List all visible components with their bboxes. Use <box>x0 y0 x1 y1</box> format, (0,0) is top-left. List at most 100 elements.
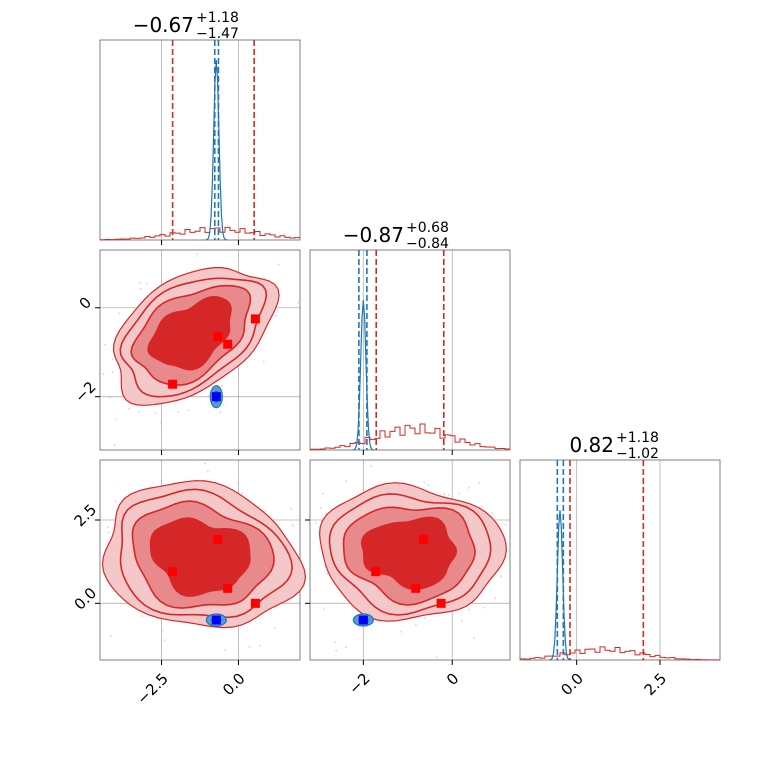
sample-point <box>161 629 164 632</box>
title-lower-error: −1.02 <box>616 446 659 462</box>
title-value: −0.87 <box>343 223 404 247</box>
sample-point <box>460 619 463 622</box>
secondary-histogram-p2 <box>549 509 571 661</box>
sample-point <box>297 301 299 304</box>
title-upper-error: +1.18 <box>196 10 239 26</box>
truth-marker <box>168 379 178 389</box>
sample-point <box>335 649 338 652</box>
x-tick-label: 2.5 <box>641 670 671 700</box>
sample-point <box>141 615 144 617</box>
sample-point <box>473 636 476 639</box>
contour-level-4 <box>147 296 232 371</box>
contour-level-4 <box>360 516 458 591</box>
sample-point <box>326 572 329 575</box>
sample-point <box>482 606 485 609</box>
sample-point <box>315 522 317 524</box>
truth-marker <box>223 583 233 593</box>
x-tick-label: −2.5 <box>133 670 171 708</box>
sample-point <box>435 656 438 658</box>
sample-point <box>458 492 461 495</box>
sample-point <box>491 512 494 514</box>
sample-point <box>206 470 209 473</box>
sample-point <box>293 525 295 528</box>
secondary-marker <box>211 392 221 402</box>
sample-point <box>291 523 293 526</box>
sample-point <box>137 411 140 414</box>
sample-point <box>370 465 372 467</box>
sample-point <box>427 484 429 486</box>
truth-marker <box>250 314 260 324</box>
sample-point <box>139 281 142 284</box>
sample-point <box>248 645 251 648</box>
truth-marker <box>418 534 428 544</box>
sample-point <box>102 373 105 375</box>
truth-marker <box>371 567 381 577</box>
sample-point <box>187 409 190 411</box>
sample-point <box>273 627 276 629</box>
x-tick-label: 0 <box>443 670 462 689</box>
sample-point <box>345 646 347 649</box>
secondary-histogram-p1 <box>352 299 375 451</box>
title-lower-error: −0.84 <box>406 236 449 252</box>
sample-point <box>111 358 114 361</box>
title-value: 0.82 <box>569 433 614 457</box>
sample-point <box>220 385 223 387</box>
sample-point <box>447 493 450 496</box>
sample-point <box>505 524 507 526</box>
diagonal-panel-p1: −0.87 +0.68−0.84 <box>309 220 511 451</box>
sample-point <box>500 575 503 578</box>
sample-point <box>196 253 199 255</box>
panel-p1_p2-frame <box>309 459 511 661</box>
sample-point <box>319 507 322 510</box>
sample-point <box>160 421 162 424</box>
primary-histogram-p2 <box>520 646 720 661</box>
sample-point <box>480 505 483 508</box>
truth-marker <box>213 332 223 342</box>
sample-point <box>139 287 142 290</box>
sample-point <box>104 343 107 346</box>
sample-point <box>259 644 261 647</box>
sample-point <box>290 508 293 510</box>
sample-point <box>125 602 128 605</box>
sample-point <box>276 309 279 312</box>
y-tick-label: 0 <box>76 293 95 312</box>
sample-point <box>154 411 157 414</box>
sample-point <box>334 641 337 643</box>
sample-point <box>277 263 280 266</box>
title-upper-error: +0.68 <box>406 220 449 236</box>
truth-marker <box>250 598 260 608</box>
sample-point <box>113 444 116 446</box>
truth-marker <box>168 567 178 577</box>
sample-point <box>423 481 426 484</box>
title-value: −0.67 <box>133 13 194 37</box>
contour-level-4 <box>149 517 251 597</box>
sample-point <box>108 396 111 399</box>
y-tick-label: 2.5 <box>71 501 101 531</box>
x-tick-label: 0.0 <box>557 670 587 700</box>
sample-point <box>262 360 265 363</box>
sample-point <box>219 411 222 414</box>
sample-point <box>224 649 226 651</box>
secondary-marker <box>358 615 368 625</box>
panel-p0_p2 <box>99 459 307 661</box>
primary-histogram-p1 <box>310 423 510 450</box>
secondary-marker <box>211 615 221 625</box>
sample-point <box>118 312 120 315</box>
sample-point <box>275 606 277 609</box>
sample-point <box>241 492 244 494</box>
title-lower-error: −1.47 <box>196 26 239 42</box>
y-tick-label: 0.0 <box>71 584 101 614</box>
truth-marker <box>411 583 421 593</box>
sample-point <box>478 481 480 484</box>
sample-point <box>128 407 131 410</box>
sample-point <box>467 486 470 489</box>
title-upper-error: +1.18 <box>616 430 659 446</box>
diagonal-p1-frame <box>309 249 511 451</box>
panel-title-p2: 0.82 +1.18−1.02 <box>569 430 658 462</box>
sample-point <box>222 403 225 406</box>
diagonal-panel-p0: −0.67 +1.18−1.47 <box>99 10 301 241</box>
sample-point <box>107 526 109 528</box>
sample-point <box>109 635 112 637</box>
truth-marker <box>223 339 233 349</box>
panel-p0_p1-frame <box>99 249 301 451</box>
